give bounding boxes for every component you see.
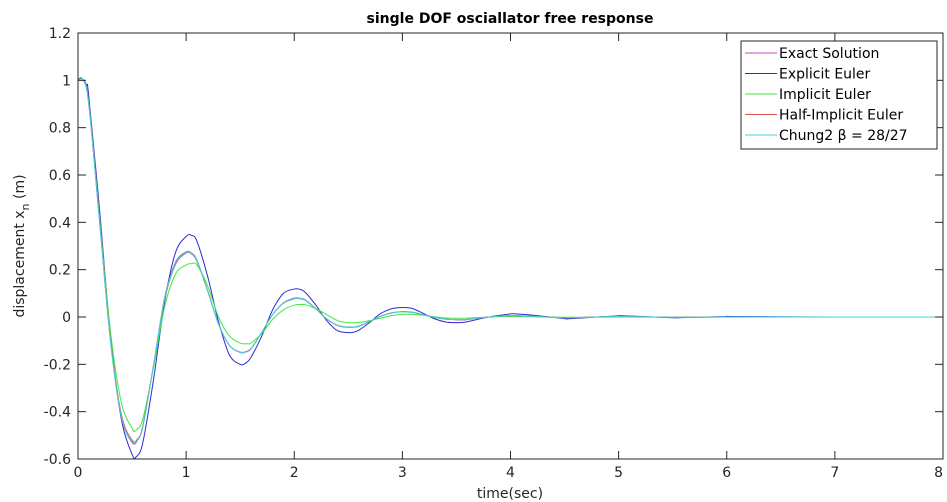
y-tick-label: -0.6 [44,452,71,468]
y-axis-label-unit: (m) [12,174,28,203]
y-tick-label: -0.4 [44,405,71,421]
x-tick-label: 8 [934,465,943,481]
y-tick-label: 1 [62,73,71,89]
y-axis-label: displacement xn (m) [12,174,32,317]
x-tick-label: 5 [614,465,623,481]
x-tick-label: 4 [506,465,515,481]
legend-box [740,40,938,150]
x-tick-label: 7 [830,465,839,481]
y-tick-label: 1.2 [49,26,71,42]
y-axis-label-main: displacement x [12,210,28,317]
x-tick-label: 3 [398,465,407,481]
y-tick-label: -0.2 [44,357,71,373]
legend-label-1: Exact Solution [779,46,879,62]
y-tick-label: 0.8 [49,121,71,137]
x-tick-label: 1 [182,465,191,481]
legend-label-4: Half-Implicit Euler [779,108,903,124]
series-line-2 [77,77,944,460]
y-tick-label: 0 [62,310,71,326]
series-layer [77,77,944,460]
x-axis-label: time(sec) [477,486,543,502]
legend-label-3: Implicit Euler [779,87,871,103]
chart-title: single DOF osciallator free response [367,11,654,27]
x-tick-label: 6 [722,465,731,481]
series-line-3 [77,78,943,433]
y-tick-label: 0.2 [49,263,71,279]
x-tick-label: 2 [290,465,299,481]
legend-items: Exact Solution Explicit Euler Implicit Eul… [745,46,908,144]
tick-layer: 0 1 2 3 4 5 6 7 8 -0.6 -0.4 -0.2 0 0.2 0.4 0.6 0.8 1 1.2 [44,26,944,481]
x-tick-label: 0 [74,465,83,481]
legend: Exact Solution Explicit Euler Implicit Eul… [740,40,938,150]
series-line-5 [77,78,943,444]
y-tick-label: 0.4 [49,215,71,231]
legend-label-5: Chung2 β = 28/27 [779,128,908,144]
y-tick-label: 0.6 [49,168,71,184]
legend-label-2: Explicit Euler [779,67,871,83]
y-axis-label-subscript: n [19,203,32,210]
